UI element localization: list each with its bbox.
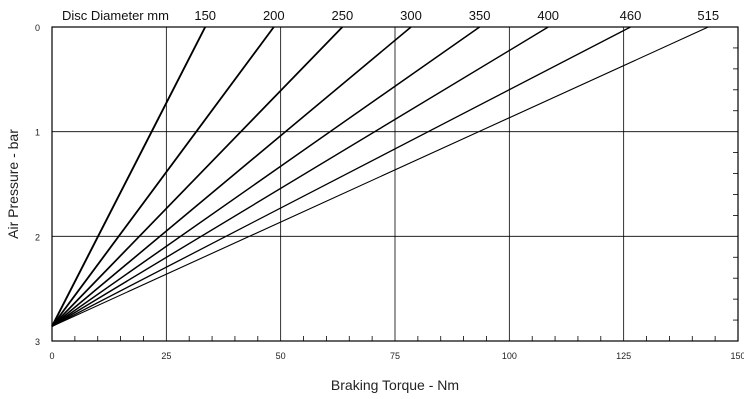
disc-label-250: 250: [332, 8, 354, 23]
y-axis-title: Air Pressure - bar: [5, 129, 21, 239]
y-tick-label: 3: [35, 337, 40, 347]
disc-label-515: 515: [697, 8, 719, 23]
y-tick-labels: 0 1 2 3: [35, 23, 40, 347]
disc-diameter-title: Disc Diameter mm: [62, 8, 169, 23]
x-tick-label: 0: [49, 351, 54, 361]
series-lines: [51, 26, 709, 327]
disc-label-350: 350: [469, 8, 491, 23]
x-tick-label: 125: [616, 351, 631, 361]
series-line-200: [51, 26, 275, 327]
series-line-350: [51, 26, 481, 327]
x-tick-label: 75: [390, 351, 400, 361]
disc-label-460: 460: [620, 8, 642, 23]
x-axis-title: Braking Torque - Nm: [331, 377, 459, 393]
disc-label-300: 300: [400, 8, 422, 23]
x-tick-labels: 0 25 50 75 100 125 150: [49, 351, 744, 361]
disc-label-150: 150: [194, 8, 216, 23]
series-line-250: [51, 26, 344, 327]
disc-label-200: 200: [263, 8, 285, 23]
x-tick-label: 150: [730, 351, 744, 361]
series-line-400: [51, 26, 549, 327]
series-line-460: [51, 26, 631, 327]
y-tick-label: 0: [35, 23, 40, 33]
disc-diameter-labels: 150 200 250 300 350 400 460 515: [194, 8, 719, 23]
disc-label-400: 400: [537, 8, 559, 23]
y-tick-label: 2: [35, 232, 40, 242]
gridlines: [52, 27, 738, 341]
series-line-150: [51, 26, 207, 327]
minor-ticks: [74, 47, 738, 341]
x-tick-label: 25: [161, 351, 171, 361]
series-line-300: [51, 26, 412, 327]
series-line-515: [51, 26, 709, 327]
x-tick-label: 100: [502, 351, 517, 361]
x-tick-label: 50: [276, 351, 286, 361]
y-tick-label: 1: [35, 128, 40, 138]
plot-frame: [51, 26, 739, 342]
